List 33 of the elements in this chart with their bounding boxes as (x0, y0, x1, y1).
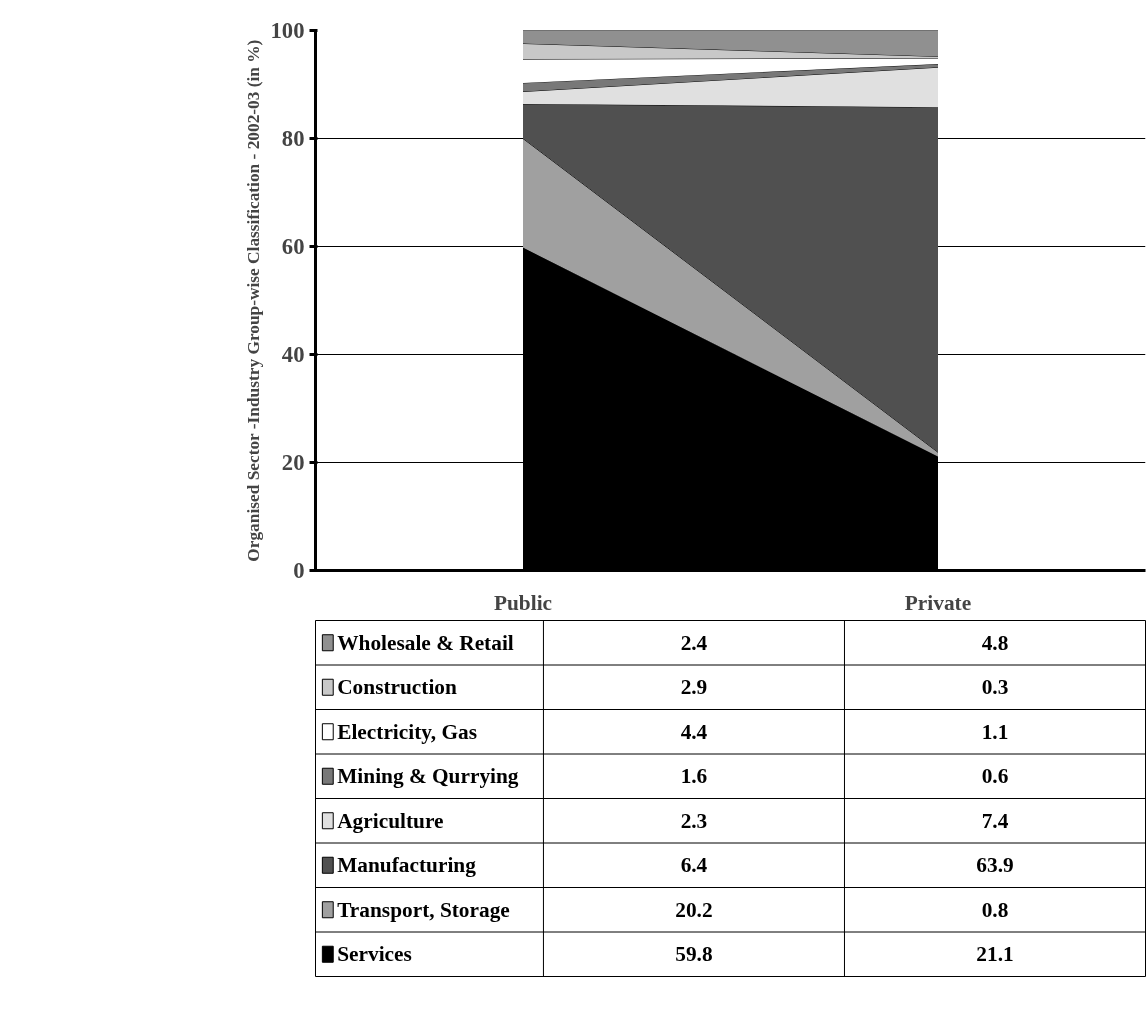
y-tick-label: 0 (293, 558, 305, 583)
data-label: 6.4 (680, 853, 708, 878)
legend-label: Construction (337, 675, 458, 700)
legend-label: Wholesale & Retail (337, 630, 514, 655)
y-tick-label: 100 (270, 18, 305, 43)
y-tick-label: 40 (281, 342, 305, 367)
data-label: 2.3 (680, 808, 708, 833)
data-label: 63.9 (976, 853, 1014, 878)
data-label: 1.1 (981, 719, 1009, 744)
data-label: 2.9 (680, 675, 708, 700)
legend-label: Mining & Qurrying (337, 764, 519, 789)
y-tick-label: 20 (281, 450, 305, 475)
data-label: 0.3 (981, 675, 1009, 700)
legend-label: Services (337, 942, 412, 967)
data-label: 0.6 (981, 764, 1009, 789)
data-label: 20.2 (675, 897, 713, 922)
data-label: 59.8 (675, 942, 713, 967)
x-tick-label: Public (493, 590, 553, 615)
data-label: 4.4 (680, 719, 708, 744)
data-label: 0.8 (981, 897, 1009, 922)
data-label: 2.4 (680, 630, 708, 655)
legend-label: Electricity, Gas (337, 719, 477, 744)
data-label: 7.4 (981, 808, 1009, 833)
legend-label: Transport, Storage (337, 897, 510, 922)
data-label: 4.8 (981, 630, 1009, 655)
legend-label: Manufacturing (337, 853, 477, 878)
y-tick-label: 60 (281, 234, 305, 259)
legend-label: Agriculture (337, 808, 444, 833)
y-axis-title: Organised Sector -Industry Group-wise Classification - 2002-03 (in %) (243, 39, 263, 562)
y-tick-label: 80 (281, 126, 305, 151)
data-label: 21.1 (976, 942, 1014, 967)
data-label: 1.6 (680, 764, 708, 789)
x-tick-label: Private (904, 590, 972, 615)
